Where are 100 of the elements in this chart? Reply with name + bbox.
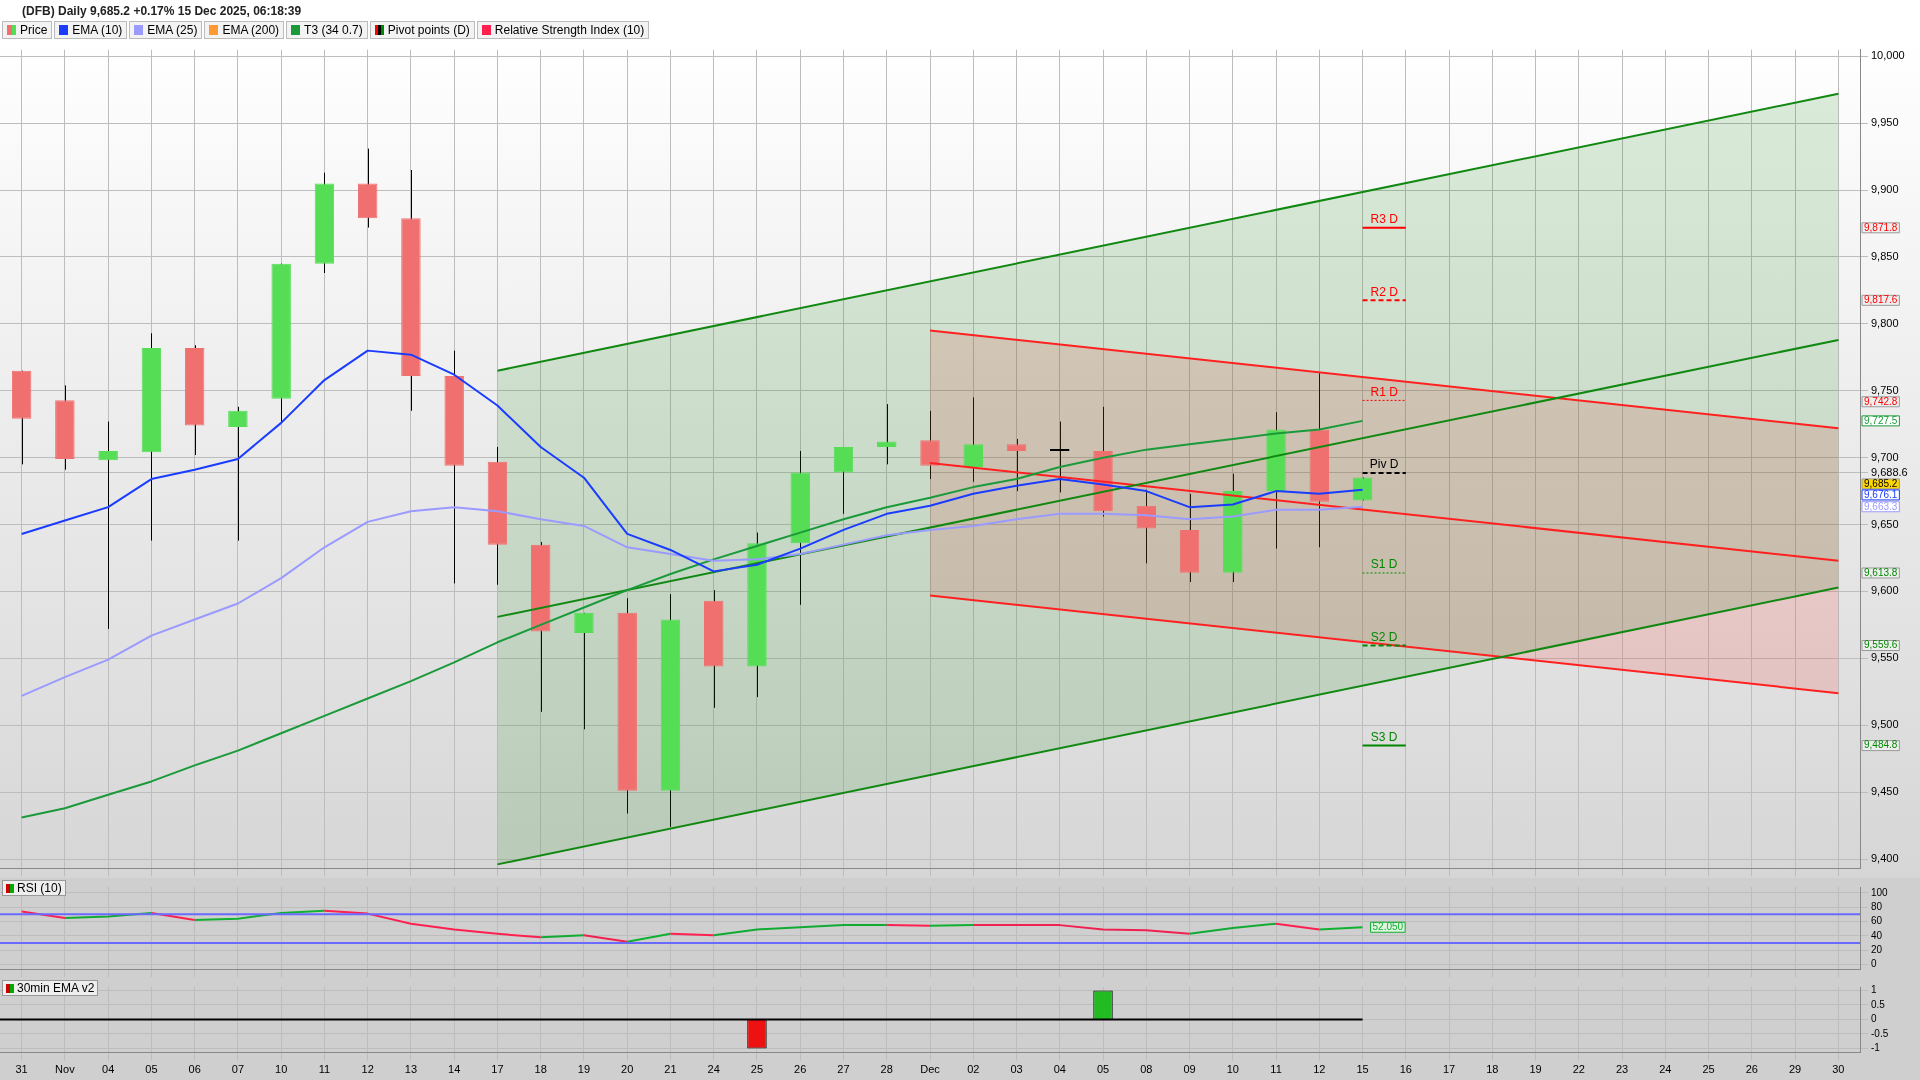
text: 9,613.8	[1864, 566, 1898, 578]
x-tick-label: 13	[404, 1063, 418, 1076]
y-tick-label: 1	[1871, 984, 1877, 996]
data-label: 52.050	[1372, 920, 1404, 932]
y-tick-label: 9,950	[1871, 116, 1899, 129]
candlestick	[920, 410, 940, 480]
ref-line-label: R2 D	[1370, 284, 1399, 299]
x-tick-label: 31	[15, 1063, 28, 1076]
text: 9,685.2	[1864, 477, 1898, 489]
ref-line-label: S1 D	[1370, 557, 1398, 572]
y-tick-label: 9,600	[1871, 584, 1899, 597]
y-tick-label: 9,550	[1871, 651, 1899, 664]
x-tick-label: 19	[1529, 1063, 1542, 1076]
legend-label: T3 (34 0.7)	[304, 23, 363, 37]
chart-title: 30min EMA v2	[17, 981, 95, 995]
x-tick-label: 20	[621, 1063, 634, 1076]
chart-title: RSI (10)	[17, 881, 62, 895]
y-tick-label: 9,850	[1871, 250, 1899, 263]
text: 9,676.1	[1864, 488, 1898, 500]
x-tick-label: Dec	[920, 1063, 941, 1076]
y-tick-label: -1	[1871, 1042, 1881, 1054]
text: 9,663.3	[1864, 500, 1898, 512]
y-tick-label: 9,650	[1871, 517, 1899, 530]
x-tick-label: 09	[1183, 1063, 1196, 1076]
text: 9,484.8	[1864, 739, 1898, 751]
legend-label: Relative Strength Index (10)	[494, 23, 645, 37]
x-tick-label: 17	[1442, 1063, 1456, 1076]
y-tick-label: 9,700	[1871, 450, 1899, 463]
y-tick-label: 60	[1871, 915, 1883, 927]
x-tick-label: 07	[231, 1063, 245, 1076]
x-tick-label: 21	[664, 1063, 677, 1076]
x-tick-label: 18	[1486, 1063, 1499, 1076]
x-tick-label: 12	[1313, 1063, 1326, 1076]
y-tick-label: 10,000	[1871, 49, 1905, 62]
candlestick	[574, 612, 594, 730]
x-tick-label: 18	[534, 1063, 547, 1076]
candlestick	[98, 421, 118, 630]
text: 9,559.6	[1864, 639, 1898, 651]
x-tick-label: 02	[967, 1063, 980, 1076]
chart-title: (DFB) Daily 9,685.2 +0.17% 15 Dec 2025, 06:18:39	[22, 4, 302, 18]
ref-line-label: R3 D	[1370, 212, 1399, 227]
legend-label: EMA (10)	[72, 23, 123, 37]
x-tick-label: 16	[1399, 1063, 1412, 1076]
x-tick-label: 03	[1010, 1063, 1023, 1076]
ref-line-label: R1 D	[1370, 384, 1399, 399]
x-tick-label: 11	[1270, 1063, 1282, 1076]
x-tick-label: 06	[188, 1063, 201, 1076]
y-tick-label: 9,750	[1871, 383, 1899, 396]
x-tick-label: 24	[707, 1063, 720, 1076]
legend-label: EMA (25)	[147, 23, 198, 37]
y-tick-label: 80	[1871, 900, 1883, 912]
x-tick-label: 27	[837, 1063, 850, 1076]
text: 9,742.8	[1864, 395, 1898, 407]
x-tick-label: 19	[577, 1063, 591, 1076]
candlestick	[1006, 438, 1027, 492]
candlestick	[1050, 421, 1070, 493]
x-tick-label: 26	[794, 1063, 807, 1076]
x-tick-label: 12	[361, 1063, 374, 1076]
candlestick	[963, 396, 983, 483]
x-tick-label: 25	[750, 1063, 764, 1076]
candlestick	[833, 446, 854, 515]
text: Pivot points (D)	[387, 23, 470, 37]
y-tick-label: 9,500	[1871, 718, 1899, 731]
x-tick-label: 08	[1140, 1063, 1153, 1076]
y-tick-label: 0	[1871, 1013, 1877, 1025]
x-tick-label: 10	[275, 1063, 288, 1076]
y-tick-label: 9,450	[1871, 785, 1899, 798]
text: 9,871.8	[1864, 221, 1898, 233]
x-tick-label: 30	[1832, 1063, 1845, 1076]
y-tick-label: 20	[1871, 944, 1883, 956]
x-tick-label: 14	[448, 1063, 461, 1076]
y-tick-label: 0	[1871, 958, 1877, 970]
candlestick	[228, 406, 248, 542]
y-tick-label: 9,688.6	[1871, 465, 1908, 478]
x-tick-label: 28	[880, 1063, 893, 1076]
y-tick-label: 0.5	[1871, 998, 1886, 1010]
y-tick-label: -0.5	[1871, 1027, 1889, 1039]
x-tick-label: 17	[491, 1063, 504, 1076]
text: 9,727.5	[1864, 414, 1898, 426]
x-tick-label: 26	[1745, 1063, 1758, 1076]
x-tick-label: 29	[1788, 1063, 1802, 1076]
y-tick-label: 9,400	[1871, 852, 1899, 865]
x-tick-label: 25	[1702, 1063, 1715, 1076]
x-tick-label: 24	[1659, 1063, 1672, 1076]
legend-label: Price	[20, 23, 48, 37]
text: 9,817.6	[1864, 294, 1898, 306]
y-tick-label: 9,800	[1871, 316, 1899, 329]
y-tick-label: 100	[1871, 886, 1889, 898]
x-tick-label: 15	[1356, 1063, 1369, 1076]
y-tick-label: 40	[1871, 929, 1883, 941]
ref-line-label: Piv D	[1369, 457, 1399, 472]
x-tick-label: 22	[1572, 1063, 1585, 1076]
x-tick-label: 05	[1096, 1063, 1110, 1076]
x-tick-label: Nov	[55, 1063, 76, 1076]
ref-line-label: S2 D	[1370, 629, 1398, 644]
ref-line-label: S3 D	[1370, 729, 1398, 744]
x-tick-label: 04	[102, 1063, 115, 1076]
y-tick-label: 9,900	[1871, 183, 1899, 196]
x-tick-label: 11	[318, 1063, 331, 1076]
x-tick-label: 04	[1053, 1063, 1066, 1076]
